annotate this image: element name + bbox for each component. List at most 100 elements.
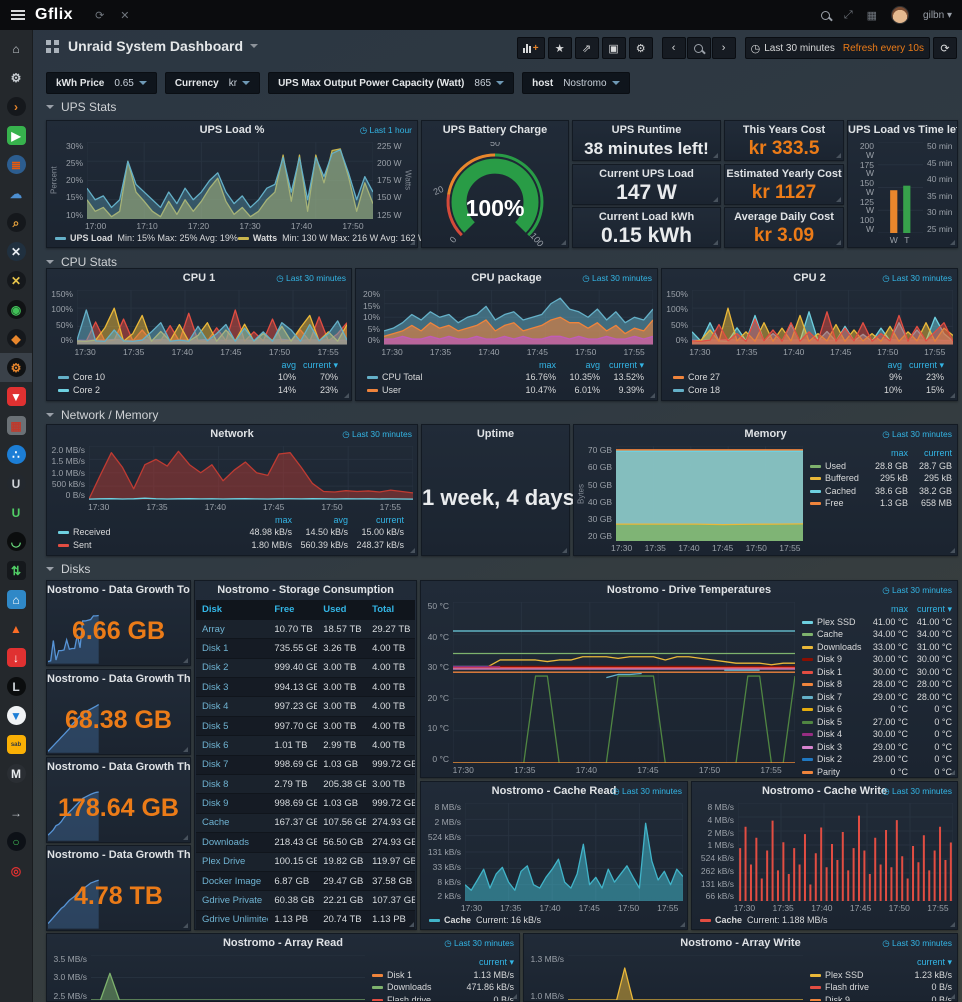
legend-column-header[interactable]: max	[274, 514, 292, 525]
plot[interactable]	[89, 446, 413, 500]
variable-host[interactable]: host Nostromo	[522, 72, 630, 94]
app-plex-icon[interactable]: ✕	[0, 266, 32, 295]
disk-name-cell[interactable]: Docker Image	[196, 871, 269, 892]
app-media-icon[interactable]: ≣	[0, 150, 32, 179]
legend-column-header[interactable]: avg	[887, 359, 902, 370]
legend-column-header[interactable]: current ▾	[916, 604, 952, 614]
column-header[interactable]: Disk	[196, 600, 269, 620]
variable-ups-max-output-power-capacity-watt-[interactable]: UPS Max Output Power Capacity (Watt) 865	[268, 72, 515, 94]
app-node-icon[interactable]: ◆	[0, 324, 32, 353]
panel-title[interactable]: NetworkLast 30 minutes	[47, 425, 417, 444]
disk-name-cell[interactable]: Disk 8	[196, 774, 269, 795]
column-header[interactable]: Total	[366, 600, 415, 620]
app-emby-icon[interactable]: ◡	[0, 527, 32, 556]
panel-title[interactable]: UPS Load vs Time left	[848, 124, 957, 136]
legend-column-header[interactable]: current	[375, 514, 404, 525]
plot[interactable]	[878, 142, 923, 233]
legend-series-name[interactable]: Disk 2	[799, 753, 867, 766]
app-play-icon[interactable]: ▶	[0, 121, 32, 150]
plot[interactable]	[692, 290, 953, 345]
disk-name-cell[interactable]: Cache	[196, 813, 269, 834]
panel-time-range[interactable]: Last 30 minutes	[882, 782, 952, 801]
disk-name-cell[interactable]: Gdrive Unlimited	[196, 910, 269, 929]
disk-name-cell[interactable]: Array	[196, 619, 269, 640]
app-xteve-icon[interactable]: ✕	[0, 237, 32, 266]
legend-series[interactable]: Watts Min: 130 W Max: 216 W Avg: 162 W	[237, 233, 427, 243]
column-header[interactable]: Used	[317, 600, 367, 620]
plot[interactable]	[616, 446, 803, 541]
disk-name-cell[interactable]: Downloads	[196, 832, 269, 853]
legend-series-name[interactable]: Sent	[55, 539, 239, 552]
plot[interactable]	[384, 290, 653, 345]
search-icon[interactable]	[820, 10, 830, 20]
legend-series-name[interactable]: Buffered	[807, 472, 867, 485]
refresh-interval-label[interactable]: Refresh every 10s	[842, 42, 924, 54]
variable-value[interactable]: Nostromo	[563, 78, 620, 89]
legend-series-name[interactable]: Core 10	[55, 371, 257, 384]
section-cpu-stats[interactable]: CPU Stats	[46, 255, 117, 269]
legend-series-name[interactable]: Received	[55, 526, 239, 539]
legend-column-header[interactable]: current ▾	[608, 359, 644, 370]
panel-title[interactable]: Uptime	[476, 428, 515, 440]
panel-time-range[interactable]: Last 1 hour	[360, 121, 412, 140]
legend-series-name[interactable]: Core 18	[670, 384, 863, 397]
legend-series-name[interactable]: Disk 1	[799, 666, 867, 679]
legend-series-name[interactable]: Disk 1	[369, 969, 455, 982]
share-button[interactable]: ⇗	[574, 37, 599, 59]
plot[interactable]	[77, 290, 347, 345]
legend-series-name[interactable]: Disk 6	[799, 703, 867, 716]
panels-icon[interactable]: ▦	[866, 9, 878, 22]
panel-time-range[interactable]: Last 30 minutes	[882, 269, 952, 288]
app-shield-icon[interactable]: ▼	[0, 382, 32, 411]
legend-series-name[interactable]: Flash drive	[369, 994, 455, 1001]
disk-name-cell[interactable]: Disk 3	[196, 677, 269, 698]
app-homeassistant-icon[interactable]: ⌂	[0, 585, 32, 614]
panel-time-range[interactable]: Last 30 minutes	[882, 425, 952, 444]
app-sabnzbd-icon[interactable]: sab	[0, 730, 32, 759]
legend-series-name[interactable]: Free	[807, 497, 867, 510]
panel-title[interactable]: Current UPS Load	[599, 168, 694, 180]
legend-series[interactable]: Cache Current: 1.188 MB/s	[700, 915, 828, 925]
app-drop-icon[interactable]: ▼	[0, 701, 32, 730]
panel-title[interactable]: Nostromo - Storage Consumption	[217, 584, 394, 596]
disk-name-cell[interactable]: Disk 4	[196, 696, 269, 717]
app-chevron-icon[interactable]: ›	[0, 92, 32, 121]
plot[interactable]	[738, 803, 953, 901]
panel-time-range[interactable]: Last 30 minutes	[882, 581, 952, 600]
legend-column-header[interactable]: current ▾	[908, 359, 944, 370]
legend-series-name[interactable]: Flash drive	[807, 981, 893, 994]
legend-column-header[interactable]: current	[923, 448, 952, 458]
legend-series-name[interactable]: Plex SSD	[799, 616, 867, 629]
time-range-button[interactable]: ◷ Last 30 minutes Refresh every 10s	[744, 37, 930, 59]
section-disks[interactable]: Disks	[46, 562, 90, 576]
legend-series-name[interactable]: Disk 5	[799, 716, 867, 729]
plot[interactable]	[453, 602, 795, 763]
plot[interactable]	[91, 955, 365, 1000]
avatar[interactable]	[891, 6, 910, 24]
signout-icon[interactable]: →	[0, 798, 32, 827]
app-u-green-icon[interactable]: U	[0, 498, 32, 527]
panel-title[interactable]: UPS Load %Last 1 hour	[47, 121, 417, 140]
legend-series-name[interactable]: Disk 9	[799, 653, 867, 666]
legend-series-name[interactable]: Disk 4	[799, 728, 867, 741]
legend-series-name[interactable]: Downloads	[369, 981, 455, 994]
app-lazylibrarian-icon[interactable]: L	[0, 672, 32, 701]
legend-series-name[interactable]: Plex SSD	[807, 969, 893, 982]
app-status-icon[interactable]: ◉	[0, 295, 32, 324]
panel-time-range[interactable]: Last 30 minutes	[276, 269, 346, 288]
dashboard-title-caret[interactable]	[250, 44, 259, 48]
time-back-button[interactable]: ‹	[661, 37, 686, 59]
legend-series[interactable]: UPS Load Min: 15% Max: 25% Avg: 19%	[55, 233, 238, 243]
legend-column-header[interactable]: avg	[585, 359, 600, 370]
panel-title[interactable]: Nostromo - Cache WriteLast 30 minutes	[692, 782, 957, 801]
legend-column-header[interactable]: current ▾	[916, 957, 952, 967]
legend-series-name[interactable]: Parity	[799, 766, 867, 778]
menu-icon[interactable]	[11, 10, 25, 20]
disk-name-cell[interactable]: Disk 1	[196, 638, 269, 659]
username[interactable]: gilbn ▾	[923, 9, 952, 21]
app-download-icon[interactable]: ↓	[0, 643, 32, 672]
app-search-icon[interactable]: ⌕	[0, 208, 32, 237]
save-button[interactable]: ▣	[601, 37, 626, 59]
legend-series-name[interactable]: Disk 9	[807, 994, 893, 1001]
disk-name-cell[interactable]: Disk 9	[196, 793, 269, 814]
